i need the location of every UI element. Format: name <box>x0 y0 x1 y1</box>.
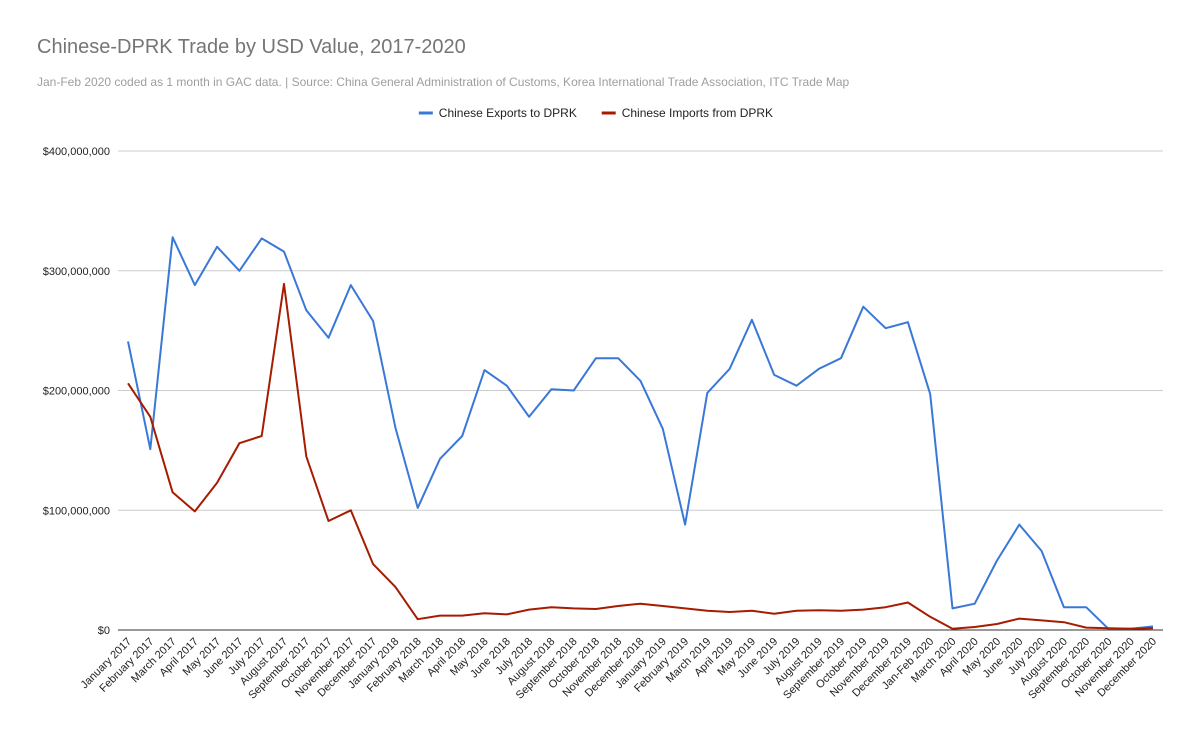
y-tick-label: $200,000,000 <box>43 386 110 398</box>
y-tick-label: $100,000,000 <box>43 505 110 517</box>
chart-subtitle: Jan-Feb 2020 coded as 1 month in GAC dat… <box>37 75 850 89</box>
chart-title: Chinese-DPRK Trade by USD Value, 2017-20… <box>37 36 466 58</box>
series-line-exports <box>127 236 1154 630</box>
y-tick-label: $300,000,000 <box>43 266 110 278</box>
y-tick-label: $400,000,000 <box>43 146 110 158</box>
y-tick-label: $0 <box>98 625 110 637</box>
legend-label: Chinese Exports to DPRK <box>439 106 577 120</box>
legend-label: Chinese Imports from DPRK <box>622 106 773 120</box>
series-line-imports <box>127 282 1154 630</box>
